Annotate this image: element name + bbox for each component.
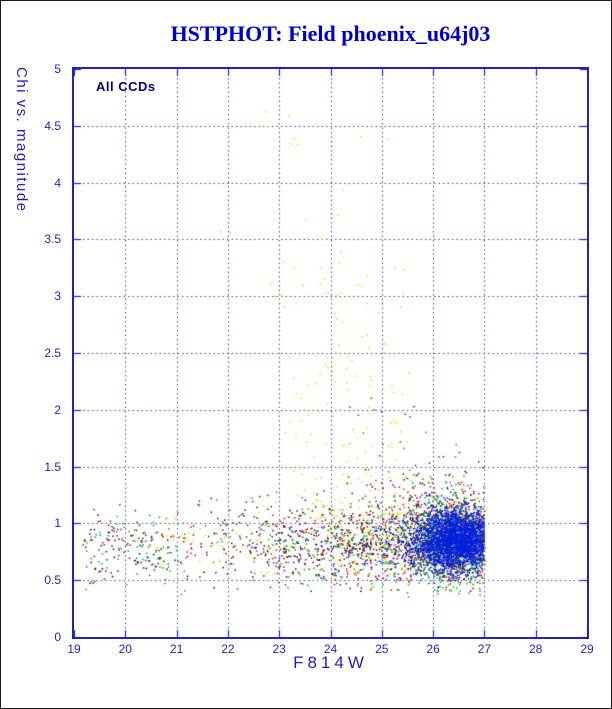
scatter-canvas [74,69,587,637]
x-tick-label: 22 [221,642,235,656]
x-tick-label: 19 [67,642,81,656]
y-tick-label: 4 [54,175,61,190]
plot-annotation: All CCDs [96,79,156,94]
x-tick-label: 29 [580,642,594,656]
x-tick-label: 24 [323,642,338,656]
y-tick-label: 0.5 [44,573,61,588]
y-tick-label: 5 [54,62,61,76]
y-tick-label: 4.5 [44,118,61,133]
x-tick-label: 27 [477,642,492,656]
y-tick-label: 2 [54,402,61,417]
y-tick-label: 3.5 [44,232,61,247]
x-tick-label: 26 [426,642,440,656]
y-tick-label: 3 [54,289,61,304]
x-tick-label: 21 [169,642,184,656]
x-tick-label: 25 [375,642,389,656]
chart-title: HSTPHOT: Field phoenix_u64j03 [170,21,491,46]
x-tick-label: 28 [529,642,543,656]
y-tick-label: 1.5 [44,459,61,474]
x-tick-label: 23 [272,642,286,656]
y-tick-label: 1 [54,516,61,531]
x-axis-title: F814W [293,653,368,672]
plot-area: All CCDs [72,67,589,639]
y-axis-title: Chi vs. magnitude [13,67,30,213]
y-tick-labels: 0 0.5 1 1.5 2 2.5 3 3.5 4 4.5 5 [1,62,67,644]
x-tick-label: 20 [118,642,132,656]
y-tick-label: 2.5 [44,346,61,360]
y-tick-label: 0 [54,630,61,644]
